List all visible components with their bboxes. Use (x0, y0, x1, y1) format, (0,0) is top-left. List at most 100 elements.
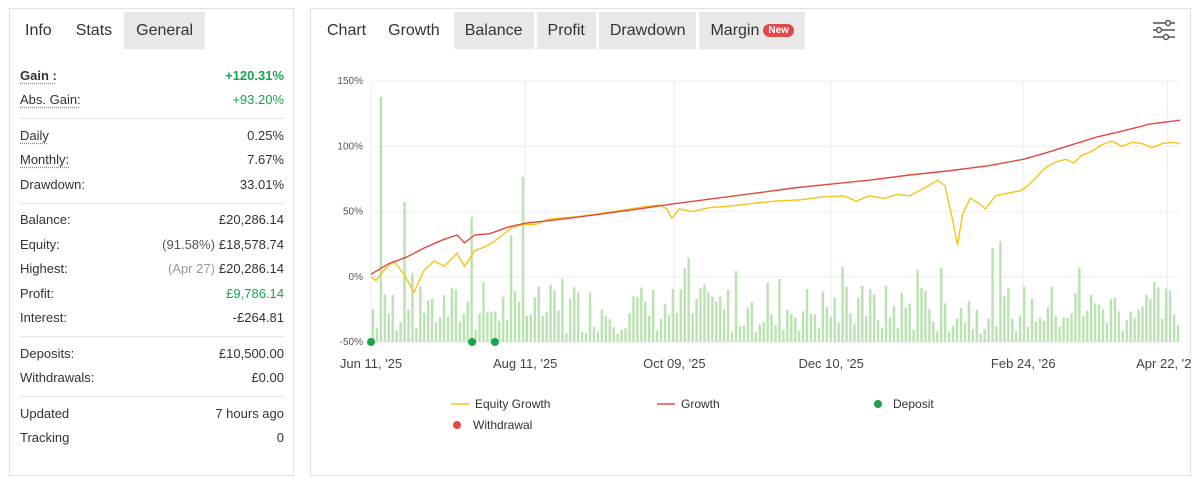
activity-bar (596, 331, 600, 342)
x-tick-label: Jun 11, '25 (340, 356, 402, 371)
sliders-icon[interactable] (1152, 18, 1176, 42)
legend-equity-growth[interactable]: Equity Growth (451, 397, 550, 411)
activity-bar (715, 301, 718, 342)
left-tabs: Info Stats General (10, 9, 206, 49)
tab-info[interactable]: Info (25, 22, 52, 39)
tab-drawdown[interactable]: Drawdown (598, 12, 697, 49)
tab-balance[interactable]: Balance (453, 12, 534, 49)
activity-bar (738, 326, 742, 342)
activity-bar (604, 316, 608, 342)
tab-growth[interactable]: Growth (377, 12, 451, 49)
legend-withdrawal-swatch (453, 421, 461, 429)
activity-bar (490, 312, 493, 342)
activity-bar (794, 317, 797, 342)
activity-bar (1164, 288, 1168, 342)
tab-margin[interactable]: Margin New (699, 12, 805, 49)
activity-bar (971, 329, 975, 342)
stat-value-wrap: -£264.81 (233, 310, 284, 325)
activity-bar (494, 311, 497, 342)
activity-bar (809, 313, 813, 342)
tab-general[interactable]: General (124, 12, 206, 49)
activity-bar (640, 287, 643, 342)
activity-bar (1046, 307, 1049, 342)
tab-chart[interactable]: Chart (315, 12, 377, 49)
legend-withdrawal-label: Withdrawal (473, 418, 533, 432)
activity-bar (790, 313, 793, 342)
legend-deposit[interactable]: Deposit (873, 397, 934, 411)
activity-bar (580, 332, 584, 342)
activity-bar (963, 323, 967, 342)
stat-interest: Interest: -£264.81 (20, 306, 284, 331)
activity-bar (438, 317, 442, 342)
activity-bar (379, 97, 383, 342)
activity-bar (1054, 316, 1057, 342)
activity-bar (1168, 290, 1172, 342)
growth-chart: 150% 100% 50% 0% -50% Jun 11, '25 Aug 11, '25 O… (337, 76, 1192, 371)
activity-bar (1042, 321, 1046, 342)
activity-bar (1038, 317, 1042, 342)
activity-bar (466, 301, 469, 342)
activity-bar (446, 316, 450, 342)
activity-bar (565, 332, 568, 342)
activity-bar (722, 308, 726, 342)
activity-bar (1145, 294, 1148, 342)
activity-bar (1149, 298, 1152, 342)
activity-bar (1011, 318, 1014, 342)
activity-bar (869, 288, 872, 342)
stat-equity: Equity: (91.58%) £18,578.74 (20, 232, 284, 257)
stat-gain: Gain : +120.31% (20, 63, 284, 88)
activity-bar (427, 300, 430, 342)
deposit-marker (490, 338, 499, 346)
activity-bar (395, 330, 398, 342)
activity-bar (407, 309, 410, 342)
activity-bar (1176, 325, 1180, 342)
stat-label[interactable]: Abs. Gain: (20, 92, 81, 108)
stat-value-wrap: £20,286.14 (219, 212, 284, 227)
activity-bar (1050, 286, 1053, 342)
activity-bar (624, 328, 627, 342)
activity-bar (415, 327, 418, 342)
activity-bar (584, 332, 588, 342)
activity-bar (403, 202, 406, 342)
activity-bar (371, 309, 375, 342)
activity-bar (908, 303, 911, 342)
legend-growth[interactable]: Growth (657, 397, 720, 411)
tab-profit[interactable]: Profit (536, 12, 596, 49)
activity-bar (849, 313, 852, 342)
activity-bar (628, 313, 631, 342)
stat-withdrawals: Withdrawals: £0.00 (20, 366, 284, 391)
stat-label[interactable]: Daily (20, 127, 49, 143)
tab-stats[interactable]: Stats (63, 12, 125, 49)
new-badge: New (763, 24, 794, 37)
y-tick-label: 150% (337, 76, 363, 87)
activity-bar (829, 316, 832, 342)
stat-label: Withdrawals: (20, 370, 95, 386)
activity-bar (553, 290, 556, 342)
activity-bar (841, 266, 844, 342)
activity-bar (746, 307, 750, 342)
stat-value: -£264.81 (232, 310, 284, 326)
activity-bar (679, 289, 682, 342)
x-tick-label: Oct 09, '25 (643, 356, 705, 371)
activity-bar (920, 287, 923, 342)
activity-bar (750, 302, 754, 342)
activity-bar (1117, 311, 1121, 342)
activity-bar (1172, 314, 1176, 342)
stat-label[interactable]: Gain : (20, 67, 57, 83)
tab-label: Drawdown (609, 22, 686, 39)
x-tick-label: Dec 10, '25 (798, 356, 863, 371)
legend-withdrawal[interactable]: Withdrawal (452, 418, 532, 432)
activity-bar (1070, 313, 1073, 342)
activity-bar (667, 315, 671, 342)
activity-bar (1066, 317, 1069, 342)
activity-bar (478, 313, 481, 342)
activity-bar (983, 329, 986, 342)
activity-bar (561, 278, 564, 342)
activity-bar (659, 318, 663, 342)
activity-bar (947, 331, 951, 342)
activity-bar (813, 314, 817, 342)
activity-bar (872, 294, 876, 342)
stat-drawdown: Drawdown: 33.01% (20, 172, 284, 197)
stat-label[interactable]: Monthly: (20, 152, 70, 168)
y-tick-label: -50% (340, 337, 363, 348)
